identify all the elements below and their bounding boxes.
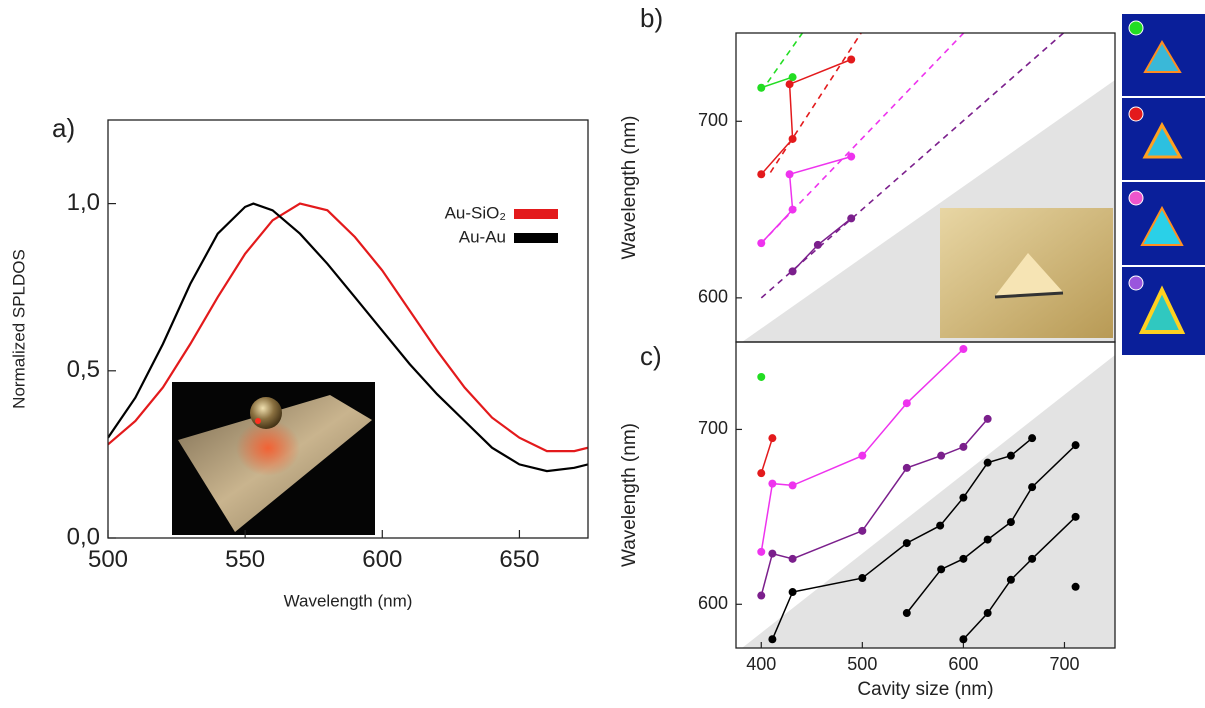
series-line [760,437,774,474]
data-point [959,344,968,353]
series-line [760,58,852,175]
y-tick-label: 700 [698,110,728,130]
plot-area [757,33,1065,299]
data-point [959,493,968,502]
legend-swatch [514,233,558,243]
x-tick-label: 700 [1049,654,1079,674]
data-point [847,55,856,64]
legend-swatch [514,209,558,219]
data-point [1006,575,1015,584]
data-point [757,469,766,478]
inset-image [172,382,375,535]
y-tick-label: 700 [698,418,728,438]
x-axis-label: Wavelength (nm) [284,591,413,610]
x-tick-label: 600 [948,654,978,674]
x-tick-label: 600 [362,546,402,573]
data-point [936,521,945,530]
data-point [757,372,766,381]
data-point [788,588,797,597]
data-point [1028,483,1037,492]
data-point [959,635,968,644]
series-line [761,76,793,89]
data-point [768,479,777,488]
data-point [983,535,992,544]
data-point [768,434,777,443]
shaded-region [742,355,1115,648]
data-point [1071,582,1080,591]
plot-area [108,202,588,473]
data-point [1028,434,1037,443]
fit-line [760,33,1065,299]
x-tick-label: 650 [499,546,539,573]
data-point [1006,518,1015,527]
data-point [983,458,992,467]
data-point [937,565,946,574]
y-axis-label: Normalized SPLDOS [9,249,28,409]
y-axis-label: Wavelength (nm) [619,423,640,567]
data-point [768,549,777,558]
data-point [785,170,794,179]
plot-area [757,344,1080,644]
data-point [1006,451,1015,460]
data-point [959,442,968,451]
data-point [757,591,766,600]
data-point [788,481,797,490]
fit-line [760,33,804,92]
data-point [902,463,911,472]
y-axis-label: Wavelength (nm) [619,116,640,260]
data-point [785,80,794,89]
data-point [788,554,797,563]
data-point [788,267,797,276]
data-point [788,73,797,82]
data-point [937,451,946,460]
panel-label: c) [640,341,662,371]
axes-frame [107,119,589,539]
data-point [959,554,968,563]
data-point [1028,554,1037,563]
data-point [858,574,867,583]
legend-label: Au-Au [459,227,506,246]
data-point [902,399,911,408]
x-axis-label: Cavity size (nm) [857,679,993,700]
panel-label: a) [52,113,75,143]
data-point [858,451,867,460]
x-tick-label: 500 [847,654,877,674]
field-maps [1122,14,1205,355]
axes-frame [735,341,1116,649]
x-tick-label: 500 [88,546,128,573]
y-tick-label: 0,0 [67,523,100,550]
x-tick-label: 550 [225,546,265,573]
data-point [902,609,911,618]
series-line [108,202,588,473]
fit-line [760,33,965,244]
x-tick-label: 400 [746,654,776,674]
data-point [983,609,992,618]
data-point [1071,512,1080,521]
data-point [847,152,856,161]
fit-line [769,33,863,173]
data-point [768,635,777,644]
legend-label: Au-SiO₂ [445,203,506,222]
data-point [858,526,867,535]
data-point [983,414,992,423]
data-point [757,170,766,179]
data-point [902,539,911,548]
y-tick-label: 600 [698,593,728,613]
series-line [760,348,964,552]
data-point [1071,441,1080,450]
y-tick-label: 600 [698,287,728,307]
inset-image [940,208,1113,338]
panel-label: b) [640,3,663,33]
y-tick-label: 0,5 [67,356,100,383]
y-tick-label: 1,0 [67,189,100,216]
data-point [757,547,766,556]
series-line [108,202,588,453]
